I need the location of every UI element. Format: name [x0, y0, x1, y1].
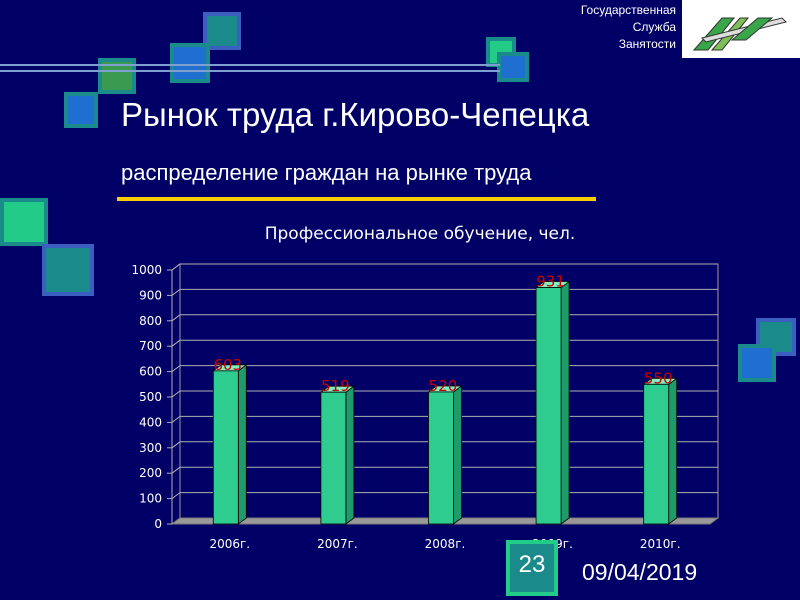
title-underline: [117, 197, 596, 201]
data-label: 520: [429, 377, 458, 395]
decor-square: [497, 52, 529, 82]
x-tick-label: 2007г.: [317, 537, 358, 551]
y-tick-label: 500: [139, 390, 162, 404]
bar: [642, 377, 678, 525]
y-tick-label: 800: [139, 314, 162, 328]
y-tick-label: 700: [139, 339, 162, 353]
gsz-logo-icon: [682, 0, 800, 58]
data-label: 519: [321, 377, 350, 395]
page-number: 23: [518, 551, 546, 578]
grid-line: [171, 466, 181, 474]
bar: [212, 364, 248, 525]
data-label: 550: [644, 369, 673, 387]
decor-square: [738, 344, 776, 382]
decor-square: [0, 198, 48, 246]
logo-line-1: Государственная: [580, 3, 676, 17]
x-tick-label: 2006г.: [209, 537, 250, 551]
y-tick-label: 0: [154, 517, 162, 531]
decor-square: [64, 92, 98, 128]
grid-line: [171, 289, 181, 296]
decor-line: [0, 64, 500, 66]
bar: [427, 385, 463, 525]
y-tick-label: 400: [139, 415, 162, 429]
logo-line-3: Занятости: [618, 37, 676, 51]
bar: [534, 280, 571, 525]
grid-line: [171, 314, 181, 322]
grid-line: [171, 339, 181, 347]
bar-chart: Профессиональное обучение, чел. 0 100 200 30…: [131, 224, 720, 551]
logo-line-2: Служба: [632, 20, 676, 34]
page-number-box: [506, 540, 558, 596]
bar: [319, 385, 356, 525]
decor-square: [42, 244, 94, 296]
grid-line: [171, 263, 181, 271]
data-label: 931: [536, 273, 565, 291]
y-tick-label: 1000: [131, 263, 162, 277]
grid-line: [171, 492, 181, 500]
grid-line: [171, 415, 181, 423]
decor-line: [0, 70, 500, 72]
y-tick-label: 200: [139, 466, 162, 480]
x-tick-label: 2010г.: [640, 537, 681, 551]
y-tick-label: 100: [139, 492, 162, 506]
page-title: Рынок труда г.Кирово-Чепецка: [121, 96, 590, 133]
grid-line: [171, 390, 181, 398]
page-subtitle: распределение граждан на рынке труда: [121, 160, 532, 185]
data-label: 603: [213, 356, 242, 374]
chart-title: Профессиональное обучение, чел.: [265, 224, 576, 244]
date-label: 09/04/2019: [582, 559, 698, 585]
x-tick-label: 2008г.: [425, 537, 466, 551]
logo-text: Государственная Служба Занятости: [548, 2, 676, 53]
y-tick-label: 300: [139, 441, 162, 455]
grid-line: [171, 365, 181, 373]
grid-line: [171, 441, 181, 449]
y-tick-label: 900: [139, 288, 162, 302]
decor-square: [170, 43, 210, 83]
y-tick-label: 600: [139, 365, 162, 379]
